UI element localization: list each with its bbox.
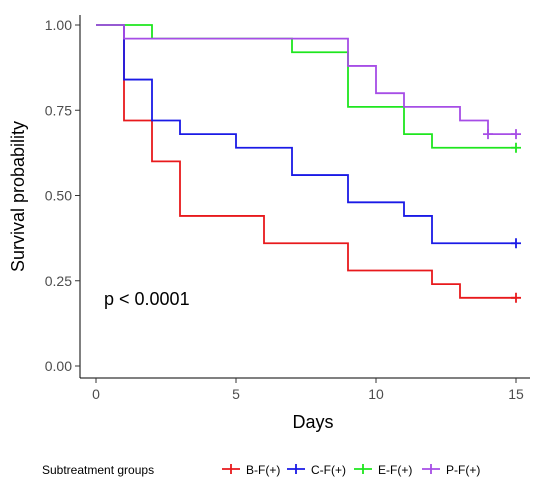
survival-curve: [96, 24, 516, 245]
y-ticks: 0.00 0.25 0.50 0.75 1.00: [45, 17, 80, 374]
series-layer: [96, 24, 521, 303]
legend-item: B-F(+): [222, 463, 280, 477]
y-axis-title: Survival probability: [8, 121, 28, 272]
censor-mark: [511, 292, 521, 303]
x-tick-label: 0: [92, 386, 100, 402]
axes-layer: 0.00 0.25 0.50 0.75 1.00 0 5 10 15: [45, 15, 530, 402]
y-tick-label: 0.00: [45, 358, 72, 374]
censor-mark: [483, 129, 493, 140]
x-axis-title: Days: [292, 412, 333, 432]
survival-curve: [96, 24, 516, 299]
censor-mark: [511, 238, 521, 249]
y-tick-label: 0.50: [45, 188, 72, 204]
legend-label: P-F(+): [446, 463, 480, 477]
series-B-F(+): [96, 24, 521, 303]
legend-key: [422, 464, 440, 474]
legend-key: [287, 464, 305, 474]
x-tick-label: 10: [368, 386, 384, 402]
x-tick-label: 15: [508, 386, 524, 402]
x-tick-label: 5: [232, 386, 240, 402]
legend-key: [354, 464, 372, 474]
y-tick-label: 0.75: [45, 102, 72, 118]
censor-mark: [511, 142, 521, 153]
legend-item: E-F(+): [354, 463, 412, 477]
legend-items: B-F(+) C-F(+) E-F(+) P-F(+): [222, 463, 480, 477]
censor-mark: [511, 129, 521, 140]
legend-item: P-F(+): [422, 463, 480, 477]
survival-curve: [96, 24, 516, 136]
y-tick-label: 0.25: [45, 273, 72, 289]
legend-label: E-F(+): [378, 463, 412, 477]
legend-title: Subtreatment groups: [42, 463, 154, 477]
series-E-F(+): [96, 24, 521, 153]
legend-label: B-F(+): [246, 463, 280, 477]
legend-key: [222, 464, 240, 474]
legend: Subtreatment groups B-F(+) C-F(+) E-F(+) P-…: [42, 463, 480, 477]
legend-item: C-F(+): [287, 463, 346, 477]
legend-label: C-F(+): [311, 463, 346, 477]
y-tick-label: 1.00: [45, 17, 72, 33]
series-P-F(+): [96, 24, 521, 140]
x-ticks: 0 5 10 15: [92, 378, 524, 402]
p-value-annotation: p < 0.0001: [104, 289, 190, 309]
survival-curve: [96, 24, 516, 149]
series-C-F(+): [96, 24, 521, 249]
